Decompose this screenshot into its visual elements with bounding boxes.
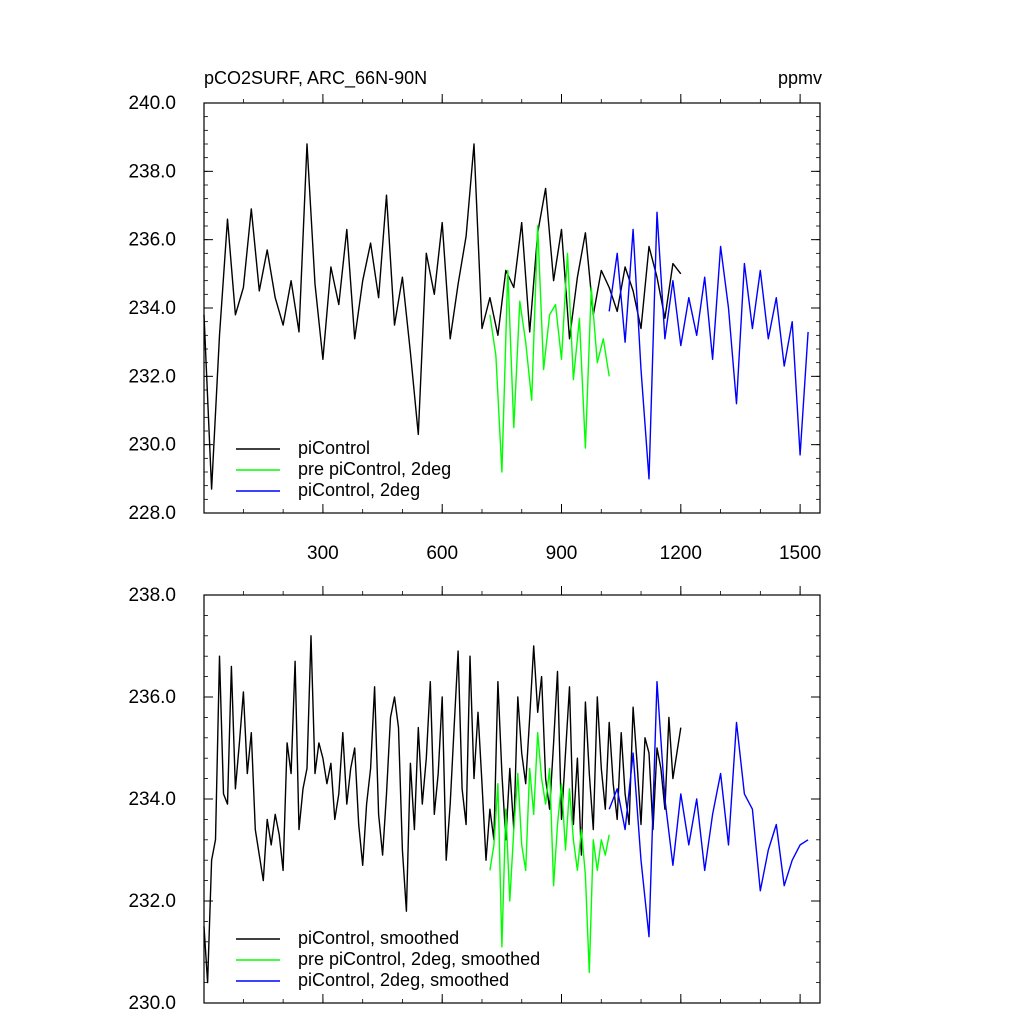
top-y-axis: 228.0 230.0 232.0 234.0 236.0 238.0 240.0 [128,93,820,524]
x-tick-label: 1200 [660,543,702,564]
y-tick-label: 230.0 [128,435,176,456]
y-tick-label: 230.0 [128,993,176,1014]
top-panel-units: ppmv [778,68,822,88]
y-tick-label: 236.0 [128,230,176,251]
legend-label: pre piControl, 2deg, smoothed [298,949,540,969]
legend-label: piControl [298,438,370,458]
legend-label: piControl, 2deg, smoothed [298,970,509,990]
x-tick-label: 1500 [779,543,821,564]
top-panel: pCO2SURF, ARC_66N-90N ppmv 228.0 230.0 232… [128,68,822,564]
y-tick-label: 238.0 [128,161,176,182]
series-line [608,681,809,938]
y-tick-label: 234.0 [128,298,176,319]
y-tick-label: 228.0 [128,503,176,524]
series-line [203,143,682,490]
bottom-panel: 230.0 232.0 234.0 236.0 238.0 piControl, smo… [128,585,821,1014]
x-tick-label: 600 [426,543,458,564]
y-tick-label: 240.0 [128,93,176,114]
series-line [489,225,610,473]
x-tick-label: 300 [307,543,339,564]
x-tick-label: 900 [546,543,578,564]
legend-label: piControl, smoothed [298,928,459,948]
bottom-y-axis: 230.0 232.0 234.0 236.0 238.0 [128,585,820,1014]
top-plot-frame [203,102,821,514]
bottom-series-group [203,635,809,984]
top-x-axis: 300 600 900 1200 1500 [242,94,821,564]
top-panel-title: pCO2SURF, ARC_66N-90N [204,68,427,89]
series-line [608,211,809,480]
bottom-x-axis [242,586,801,1003]
legend-label: pre piControl, 2deg [298,459,451,479]
y-tick-label: 232.0 [128,366,176,387]
top-series-group [203,143,809,490]
legend-label: piControl, 2deg [298,480,420,500]
series-line [489,732,610,974]
y-tick-label: 236.0 [128,687,176,708]
y-tick-label: 238.0 [128,585,176,606]
y-tick-label: 232.0 [128,891,176,912]
series-line [203,635,682,984]
y-tick-label: 234.0 [128,789,176,810]
